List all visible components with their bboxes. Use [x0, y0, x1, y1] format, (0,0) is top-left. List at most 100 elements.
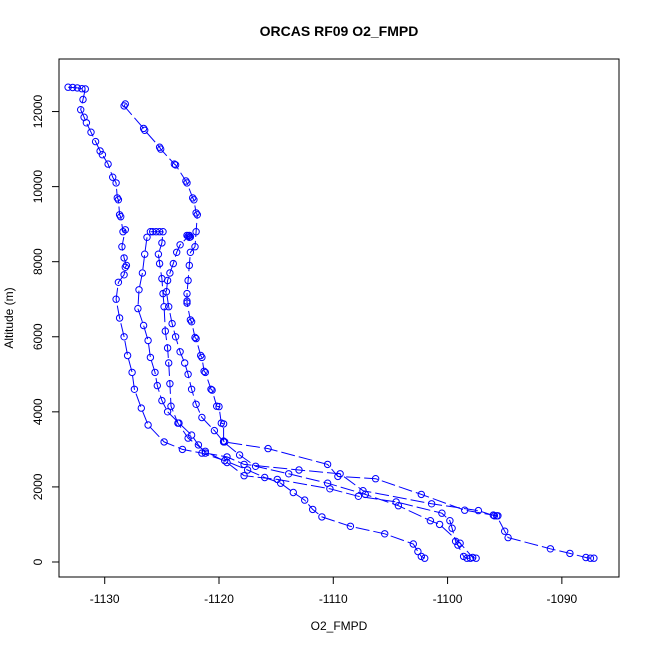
data-point [73, 84, 82, 92]
data-point [301, 496, 309, 504]
data-point [162, 288, 171, 296]
data-point [494, 512, 502, 520]
data-point [191, 333, 199, 342]
data-point [184, 276, 192, 285]
data-point [120, 254, 128, 262]
data-point [456, 539, 464, 547]
y-axis: 0 2000 4000 6000 8000 10000 12000 [31, 95, 60, 565]
data-point [215, 402, 223, 411]
data-point [469, 553, 477, 562]
data-point [201, 368, 210, 377]
data-point [171, 161, 180, 169]
data-point [193, 211, 202, 219]
data-point [109, 173, 117, 181]
data-point [426, 517, 435, 525]
data-point [273, 475, 281, 484]
data-point [139, 321, 148, 330]
data-point [159, 228, 167, 236]
data-point [171, 333, 180, 341]
data-point [183, 231, 191, 240]
data-point [200, 367, 208, 375]
data-point [64, 83, 72, 91]
data-point [243, 466, 252, 474]
data-point [79, 95, 87, 104]
data-point [178, 445, 187, 454]
data-point [309, 505, 317, 514]
data-point [117, 213, 125, 221]
data-point [176, 348, 184, 356]
y-tick-label: 12000 [31, 95, 45, 129]
y-tick-label: 2000 [31, 473, 45, 500]
data-point [135, 286, 143, 294]
data-point [191, 243, 199, 251]
data-point [198, 413, 206, 422]
data-point [120, 333, 128, 341]
data-point [295, 466, 303, 474]
data-point [114, 278, 123, 286]
data-point [169, 259, 178, 268]
series-line [137, 237, 498, 517]
chart-title: ORCAS RF09 O2_FMPD [260, 23, 419, 39]
data-point [490, 512, 499, 520]
data-point [435, 520, 444, 529]
data-point [130, 385, 139, 393]
data-point [146, 228, 155, 236]
data-point [78, 85, 86, 93]
data-point [219, 438, 228, 446]
data-point [187, 385, 196, 393]
data-point [323, 460, 332, 469]
series-5 [134, 233, 502, 520]
data-point [221, 456, 229, 465]
data-point [371, 475, 380, 483]
data-point [192, 400, 200, 408]
data-point [168, 319, 176, 328]
series-line [68, 86, 425, 559]
x-tick-label: -1090 [547, 592, 578, 606]
data-point [546, 545, 555, 553]
data-point [151, 368, 159, 377]
data-point [474, 506, 483, 515]
data-point [185, 231, 194, 240]
data-point [128, 368, 136, 377]
data-point [158, 396, 166, 405]
data-point [166, 269, 174, 277]
data-point [184, 370, 192, 378]
data-point [120, 271, 128, 279]
data-point [394, 502, 403, 510]
data-point [421, 554, 429, 562]
data-point [134, 304, 142, 313]
y-tick-label: 0 [31, 558, 45, 565]
data-point [183, 297, 191, 305]
data-point [190, 196, 198, 204]
data-point [187, 318, 196, 326]
data-point [82, 119, 91, 127]
data-point [167, 402, 175, 410]
data-point [182, 177, 190, 185]
data-point [141, 126, 149, 135]
data-point [194, 441, 203, 449]
data-point [160, 303, 168, 311]
data-point [186, 316, 195, 324]
data-point [192, 209, 200, 217]
data-point [163, 408, 172, 416]
data-point [183, 289, 191, 298]
x-axis-label: O2_FMPD [311, 619, 368, 633]
data-point [207, 385, 215, 393]
data-point [138, 269, 147, 277]
data-point [155, 228, 164, 236]
data-point [98, 151, 107, 159]
data-point [115, 211, 124, 219]
data-point [121, 226, 130, 234]
data-point [289, 488, 297, 497]
data-point [165, 303, 173, 311]
data-point [183, 299, 191, 307]
series-4 [162, 231, 480, 562]
series-line [150, 231, 471, 559]
data-point [77, 106, 85, 114]
data-point [175, 419, 183, 427]
data-point [181, 359, 189, 367]
data-point [219, 420, 228, 428]
x-axis: -1130 -1120 -1110 -1100 -1090 [90, 576, 578, 606]
y-tick-label: 8000 [31, 248, 45, 275]
data-point [590, 554, 598, 562]
